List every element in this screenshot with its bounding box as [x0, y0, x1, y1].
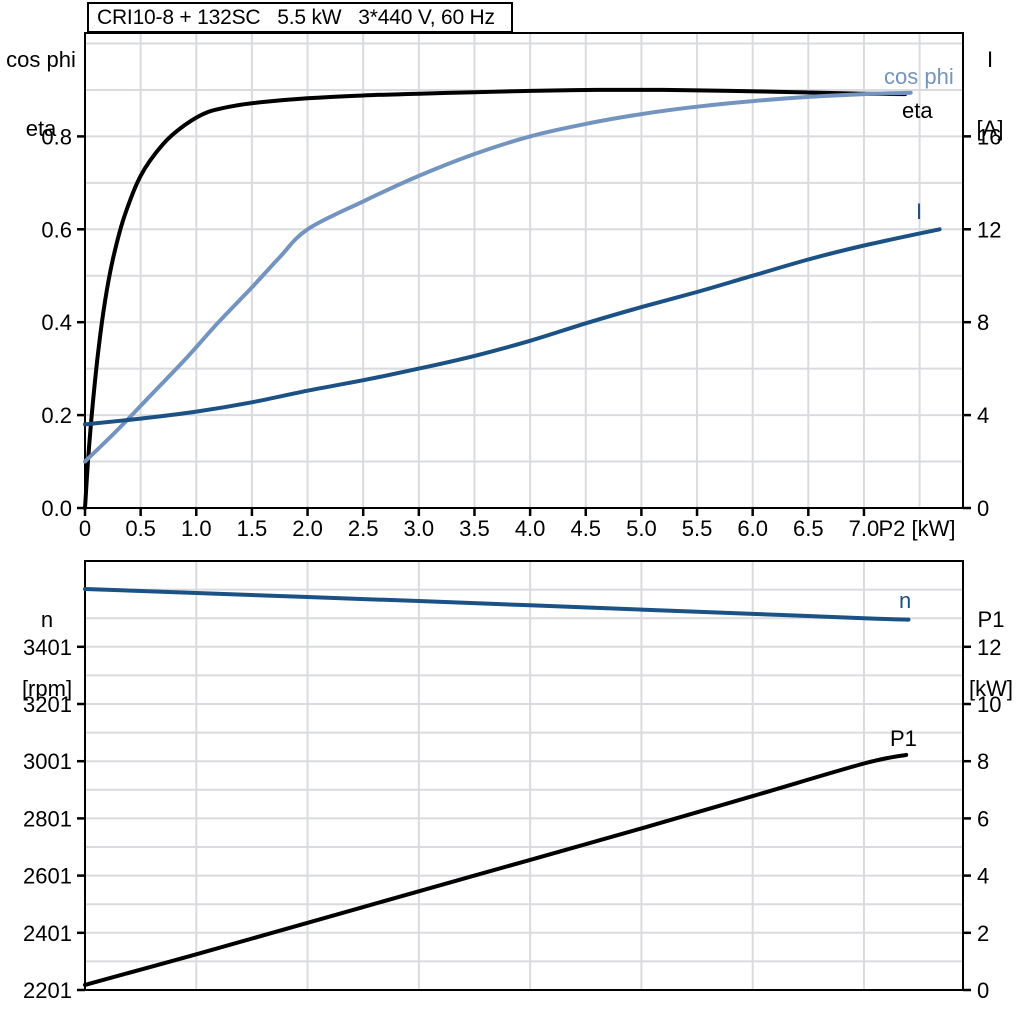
left-tick-label: 0.4: [41, 310, 72, 335]
x-tick-label: 7.0: [849, 516, 880, 541]
current-axis-unit: [A]: [976, 116, 1004, 141]
right-tick-label: 12: [977, 635, 1001, 660]
left-tick-label: 2401: [23, 921, 72, 946]
right-tick-label: 0: [977, 496, 989, 521]
p1-curve-label: P1: [890, 726, 917, 751]
p1-axis-unit: [kW]: [969, 676, 1013, 701]
left-tick-label: 2801: [23, 806, 72, 831]
x-tick-label: 2.5: [348, 516, 379, 541]
current-curve-label: I: [916, 199, 923, 224]
right-tick-label: 4: [977, 403, 989, 428]
bottom-left-axis-title: n [rpm]: [8, 562, 86, 746]
x-tick-label: 5.5: [682, 516, 713, 541]
right-tick-label: 2: [977, 921, 989, 946]
right-tick-label: 0: [977, 978, 989, 1003]
left-tick-label: 0.8: [41, 124, 72, 149]
series-curve-cos-phi: [83, 90, 913, 464]
left-tick-label: 0.2: [41, 403, 72, 428]
series-curve-I: [83, 227, 942, 427]
plot-frame: [84, 560, 964, 991]
right-tick-label: 8: [977, 310, 989, 335]
left-tick-label: 3401: [23, 635, 72, 660]
right-tick-label: 4: [977, 864, 989, 889]
x-tick-label: 0: [79, 516, 91, 541]
series-curve-eta: [83, 87, 908, 510]
left-tick-label: 2601: [23, 864, 72, 889]
cos-phi-curve-label: cos phi: [884, 64, 954, 89]
cos-phi-axis-title: cos phi: [6, 47, 76, 72]
x-tick-label: 0.5: [125, 516, 156, 541]
left-tick-label: 0.6: [41, 217, 72, 242]
left-tick-label: 3201: [23, 692, 72, 717]
x-tick-label: 3.5: [459, 516, 490, 541]
eta-curve-label: eta: [902, 98, 933, 123]
p1-axis-title: P1: [977, 607, 1005, 632]
x-tick-label: 4.5: [570, 516, 601, 541]
top-right-axis-title: I [A]: [964, 2, 1016, 186]
speed-curve-label: n: [899, 588, 912, 613]
chart-title: CRI10-8 + 132SC 5.5 kW 3*440 V, 60 Hz: [97, 5, 495, 29]
x-tick-label: 6.0: [737, 516, 768, 541]
speed-axis-title: n: [40, 607, 54, 632]
bottom-right-axis-title: P1 [kW]: [960, 562, 1022, 746]
series-curve-P1: [83, 752, 909, 987]
speed-axis-unit: [rpm]: [21, 676, 73, 701]
x-axis-unit-label: P2 [kW]: [878, 516, 955, 541]
right-tick-label: 6: [977, 806, 989, 831]
current-axis-title: I: [986, 47, 994, 72]
x-tick-label: 1.0: [181, 516, 212, 541]
x-tick-label: 3.0: [404, 516, 435, 541]
x-tick-label: 2.0: [292, 516, 323, 541]
chart-title-box: CRI10-8 + 132SC 5.5 kW 3*440 V, 60 Hz: [87, 2, 513, 33]
series-curve-n: [83, 587, 911, 622]
plot-frame: [84, 32, 964, 509]
left-tick-label: 2201: [23, 978, 72, 1003]
x-tick-label: 4.0: [515, 516, 546, 541]
right-tick-label: 12: [977, 217, 1001, 242]
top-left-axis-title: cos phi eta: [0, 2, 82, 186]
left-tick-label: 0.0: [41, 496, 72, 521]
right-tick-label: 16: [977, 124, 1001, 149]
right-tick-label: 8: [977, 749, 989, 774]
x-tick-label: 6.5: [793, 516, 824, 541]
right-tick-label: 10: [977, 692, 1001, 717]
left-tick-label: 3001: [23, 749, 72, 774]
x-tick-label: 1.5: [237, 516, 268, 541]
x-tick-label: 5.0: [626, 516, 657, 541]
eta-axis-title: eta: [25, 116, 57, 141]
